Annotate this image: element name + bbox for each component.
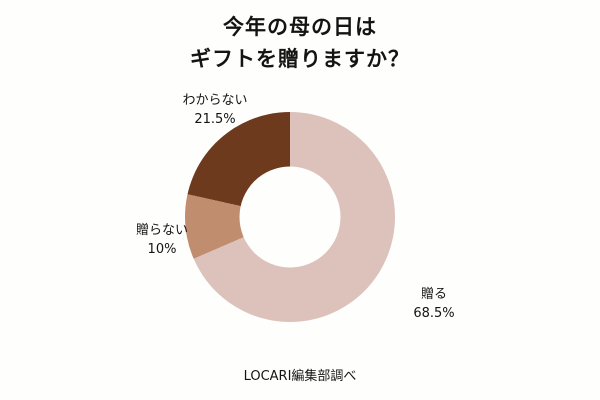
- donut-chart: [185, 112, 395, 322]
- chart-title-line1: 今年の母の日は: [223, 15, 377, 39]
- segment-name: 贈らない: [135, 223, 188, 238]
- chart-title-line2: ギフトを贈りますか？: [190, 46, 410, 71]
- segment-percentage: 68.5%: [413, 305, 455, 321]
- segment-percentage: 10%: [147, 241, 177, 257]
- donut-hole: [239, 166, 341, 268]
- source-note: LOCARI編集部調べ: [243, 369, 357, 384]
- segment-label-okuru: 贈る 68.5%: [384, 286, 484, 324]
- segment-name: 贈る: [420, 287, 447, 302]
- segment-name: わからない: [182, 93, 248, 108]
- segment-percentage: 21.5%: [194, 111, 236, 127]
- segment-label-okuranai: 贈らない 10%: [112, 222, 212, 260]
- chart-title: 今年の母の日は ギフトを贈りますか？: [0, 12, 600, 75]
- segment-label-wakaranai: わからない 21.5%: [160, 92, 270, 130]
